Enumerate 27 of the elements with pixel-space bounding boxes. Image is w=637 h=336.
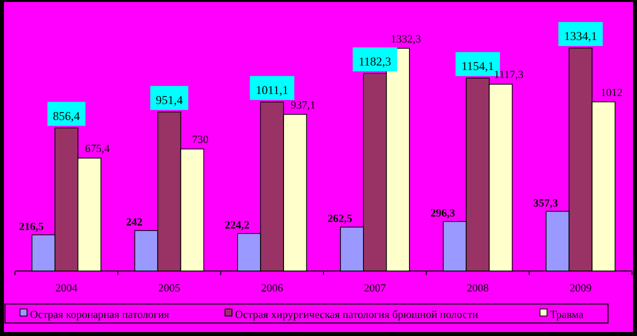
x-tick-label: 2006: [261, 282, 284, 295]
data-label: 224,2: [224, 220, 250, 232]
x-tick-label: 2008: [466, 282, 490, 295]
data-label: 951,4: [156, 92, 183, 107]
data-label: 216,5: [19, 220, 44, 233]
data-label: 856,4: [52, 108, 80, 123]
data-label: 1332,3: [390, 33, 422, 46]
data-label: 1154,1: [461, 59, 494, 74]
x-tick-label: 2009: [570, 282, 592, 295]
data-label: 357,3: [533, 197, 558, 210]
data-label: 1334,1: [564, 29, 598, 43]
legend-label: Острая хирургическая патология брюшной полости: [235, 309, 478, 321]
data-label: 937,1: [290, 99, 316, 112]
data-label: 242: [126, 216, 143, 229]
data-label: 1182,3: [358, 54, 392, 68]
legend-label: Острая коронарная патология: [30, 309, 170, 321]
data-label: 1117,3: [494, 69, 524, 82]
x-tick-label: 2004: [55, 282, 78, 295]
x-tick-label: 2005: [158, 282, 181, 295]
data-label: 1011,1: [256, 82, 288, 97]
data-label: 1012: [600, 86, 623, 99]
data-label: 675,4: [85, 143, 110, 156]
x-tick-label: 2007: [364, 282, 386, 295]
legend-label: Травма: [550, 309, 584, 321]
data-label: 730: [192, 134, 209, 146]
data-label: 296,3: [430, 207, 456, 220]
data-label: 262,5: [328, 213, 353, 226]
